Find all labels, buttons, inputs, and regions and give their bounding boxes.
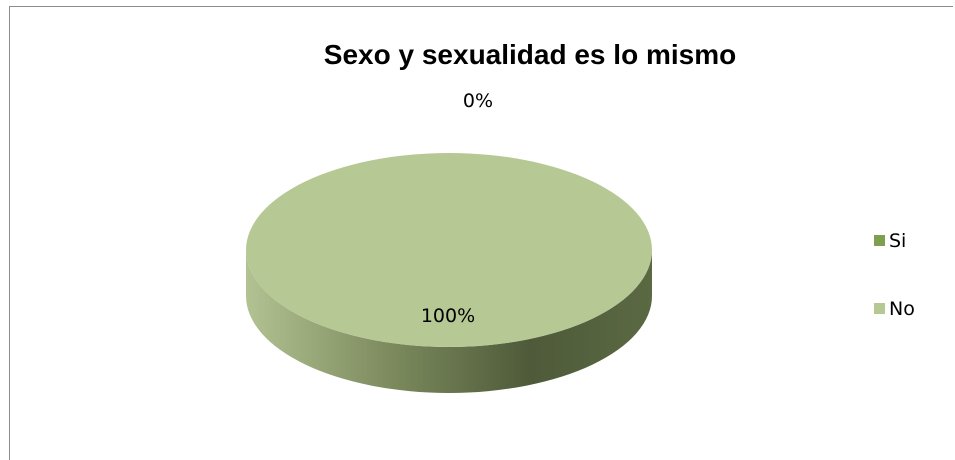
legend-swatch-si [874, 235, 885, 246]
pie-group [246, 153, 652, 393]
chart-title: Sexo y sexualidad es lo mismo [324, 39, 736, 70]
pie-slice-no [246, 153, 652, 347]
pie-side-no [246, 250, 652, 393]
legend-swatch-no [874, 303, 885, 314]
legend: Si No [874, 230, 915, 320]
legend-label-si: Si [889, 230, 906, 252]
data-label-si: 0% [463, 90, 493, 112]
chart-frame [9, 6, 953, 460]
legend-label-no: No [889, 298, 915, 320]
data-label-no: 100% [421, 305, 475, 327]
